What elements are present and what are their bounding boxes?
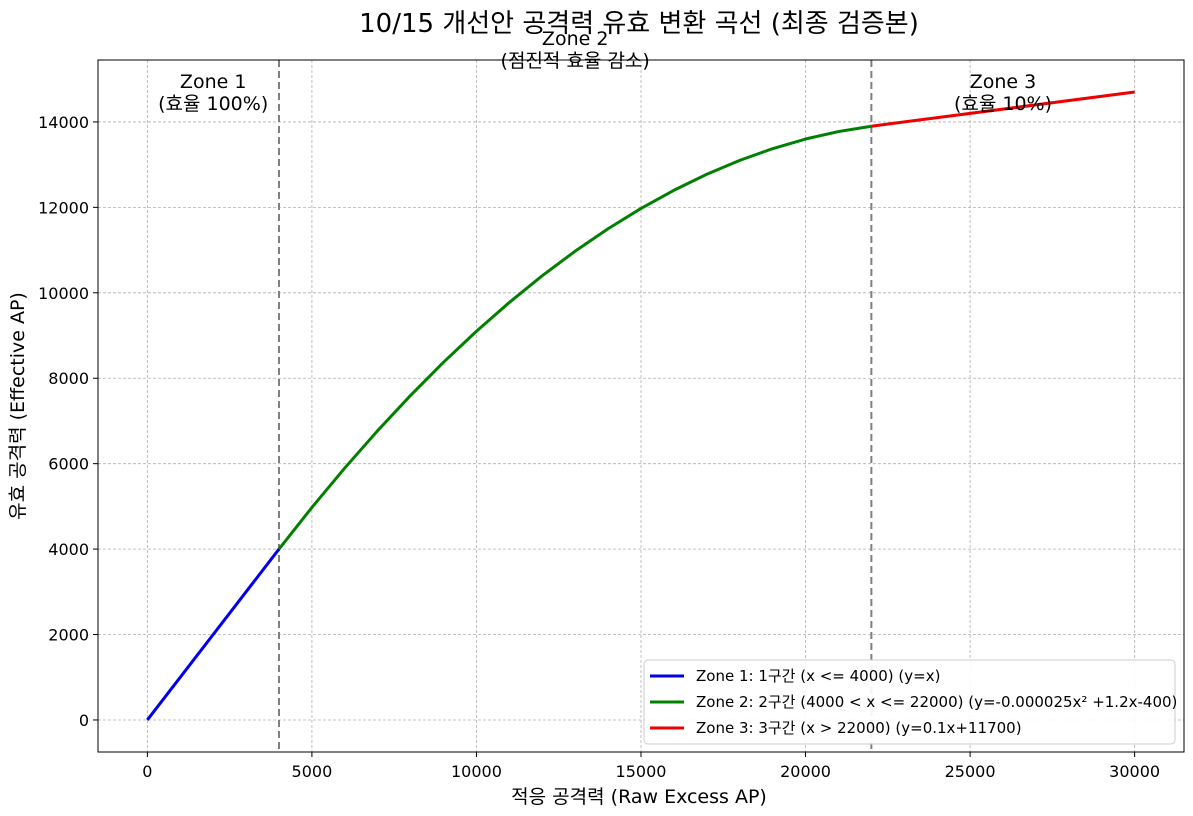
series-line: [871, 90, 1135, 128]
zone-annotation: Zone 3 (효율 10%): [954, 71, 1052, 115]
y-tick-label: 4000: [48, 540, 89, 559]
series-line: [277, 124, 872, 551]
x-tick-label: 30000: [1109, 762, 1160, 781]
series-lines: [146, 90, 1135, 721]
y-tick-label: 8000: [48, 369, 89, 388]
x-tick-label: 5000: [292, 762, 333, 781]
y-tick-label: 0: [79, 711, 89, 730]
x-axis-label: 적응 공격력 (Raw Excess AP): [511, 786, 767, 808]
zone-annotation: Zone 1 (효율 100%): [158, 71, 268, 115]
y-tick-label: 12000: [38, 198, 89, 217]
legend: Zone 1: 1구간 (x <= 4000) (y=x) Zone 2: 2구간…: [643, 659, 1177, 745]
zone-annotations: Zone 1 (효율 100%)Zone 2 (점진적 효율 감소)Zone 3 (효…: [158, 28, 1052, 115]
series-line: [146, 548, 281, 721]
y-tick-label: 6000: [48, 455, 89, 474]
y-axis-ticks: 0 2000 4000 6000 8000 10000 12000 14000: [38, 113, 98, 730]
zone-annotation-line: Zone 3: [970, 71, 1037, 93]
zone-annotation: Zone 2 (점진적 효율 감소): [501, 28, 650, 72]
zone-annotation-line: (효율 10%): [954, 93, 1052, 115]
y-tick-label: 10000: [38, 284, 89, 303]
zone-annotation-line: (점진적 효율 감소): [501, 50, 650, 72]
legend-box: [643, 659, 1176, 745]
x-axis-ticks: 0 5000 10000 15000 20000 25000 30000: [142, 752, 1160, 781]
legend-entry: Zone 2: 2구간 (4000 < x <= 22000) (y=-0.00…: [696, 693, 1177, 711]
chart-title: 10/15 개선안 공격력 유효 변환 곡선 (최종 검증본): [359, 9, 919, 39]
zone-annotation-line: (효율 100%): [158, 93, 268, 115]
y-tick-label: 14000: [38, 113, 89, 132]
x-tick-label: 10000: [451, 762, 502, 781]
zone-annotation-line: Zone 2: [542, 28, 609, 50]
y-axis-label: 유효 공격력 (Effective AP): [7, 292, 29, 520]
zone-boundaries: [278, 60, 873, 752]
x-tick-label: 20000: [780, 762, 831, 781]
x-tick-label: 15000: [616, 762, 667, 781]
x-tick-label: 0: [142, 762, 152, 781]
zone-annotation-line: Zone 1: [180, 71, 247, 93]
y-tick-label: 2000: [48, 626, 89, 645]
legend-entry: Zone 3: 3구간 (x > 22000) (y=0.1x+11700): [696, 719, 1022, 737]
legend-entry: Zone 1: 1구간 (x <= 4000) (y=x): [696, 667, 940, 685]
x-tick-label: 25000: [945, 762, 996, 781]
